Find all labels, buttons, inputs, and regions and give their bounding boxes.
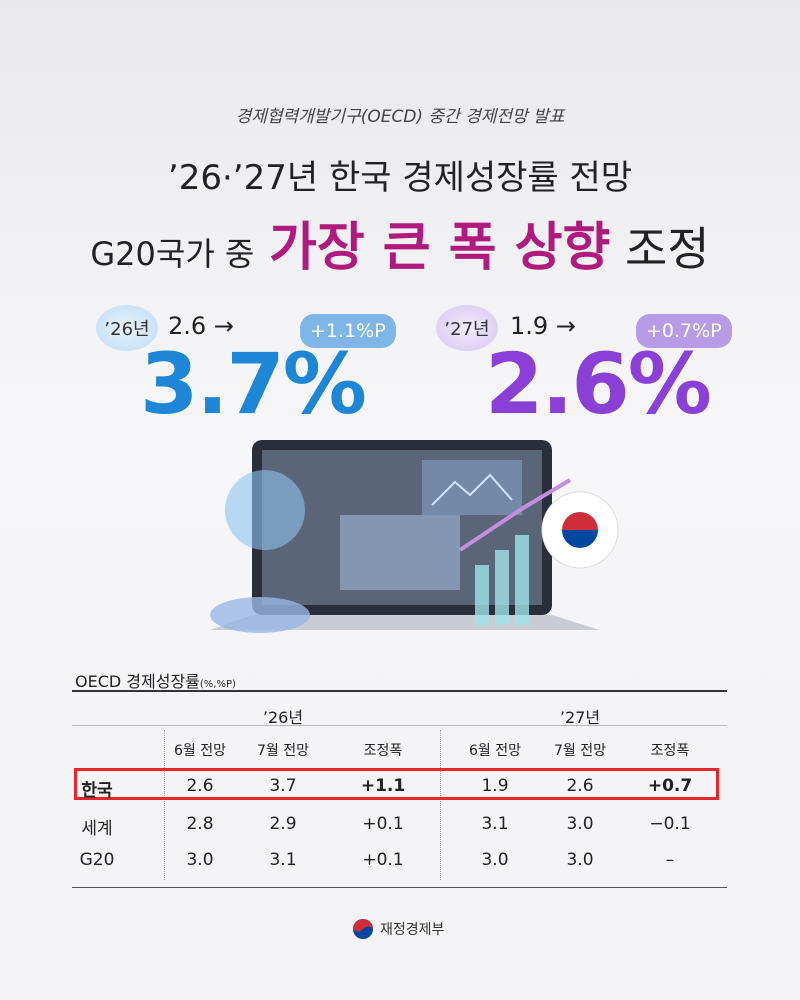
column-header: 조정폭: [363, 743, 403, 759]
table-cell: +1.1: [360, 776, 406, 796]
table-cell: 3.0: [186, 850, 214, 870]
table-cell: 2.6: [186, 776, 214, 796]
column-header: 7월 전망: [257, 743, 309, 759]
table-title: OECD 경제성장률(%,%P): [75, 668, 236, 692]
change-badge: +1.1%P: [300, 314, 396, 348]
logo-text: 재정경제부: [380, 922, 445, 938]
laptop-illustration: [210, 440, 619, 633]
trend-arrow: [458, 478, 572, 552]
footer-logo: 재정경제부: [352, 918, 444, 940]
title-suffix: 조정: [624, 222, 710, 276]
flag-taegeuk: [562, 530, 598, 548]
table-unit: (%,%P): [199, 679, 236, 690]
divider: [72, 725, 727, 726]
screen-panel: [340, 515, 460, 590]
previous-value: 1.9 →: [510, 312, 576, 340]
table-cell: 3.1: [269, 850, 297, 870]
row-label: 세계: [81, 819, 113, 839]
column-divider: [440, 730, 441, 880]
table-cell: 3.0: [566, 814, 594, 834]
bar-deco: [495, 550, 509, 625]
table-cell: 3.0: [566, 850, 594, 870]
title-prefix: G20국가 중: [90, 235, 255, 273]
year-bubble: ’27년: [436, 305, 498, 351]
table-cell: +0.1: [362, 850, 404, 870]
title-line-2: G20국가 중 가장 큰 폭 상향 조정: [0, 205, 800, 280]
table-cell: 3.7: [269, 776, 297, 796]
flag-taegeuk: [562, 512, 598, 530]
pie-chart: [210, 597, 310, 633]
table-cell: 2.8: [186, 814, 214, 834]
screen-panel: [422, 460, 522, 515]
highlight-box: [74, 768, 719, 800]
forecast-value: 3.7%: [140, 335, 367, 433]
table-cell: –: [665, 850, 675, 870]
table-cell: 1.9: [481, 776, 509, 796]
screen-chart: [431, 473, 513, 506]
table-cell: 2.6: [566, 776, 594, 796]
bar-deco: [475, 565, 489, 625]
subtitle: 경제협력개발기구(OECD) 중간 경제전망 발표: [235, 107, 565, 127]
title-line-1: ’26·’27년 한국 경제성장률 전망: [167, 158, 633, 198]
globe: [225, 470, 305, 550]
table-cell: 2.9: [269, 814, 297, 834]
previous-value: 2.6 →: [168, 312, 234, 340]
row-label: 한국: [81, 781, 113, 801]
change-badge: +0.7%P: [636, 314, 732, 348]
year-header: ’27년: [559, 708, 601, 727]
row-label: G20: [79, 850, 115, 870]
column-header: 조정폭: [650, 743, 690, 759]
table-cell: +0.7: [647, 776, 693, 796]
forecast-value: 2.6%: [485, 335, 712, 433]
year-bubble: ’26년: [96, 305, 158, 351]
column-divider: [164, 730, 165, 880]
bar-deco: [515, 535, 529, 625]
column-header: 7월 전망: [554, 743, 606, 759]
title-highlight: 가장 큰 폭 상향: [269, 218, 611, 278]
column-header: 6월 전망: [174, 743, 226, 759]
table-cell: −0.1: [649, 814, 691, 834]
logo-emblem: [353, 919, 373, 939]
table-cell: 3.1: [481, 814, 509, 834]
year-header: ’26년: [262, 708, 304, 727]
table-cell: 3.0: [481, 850, 509, 870]
column-header: 6월 전망: [469, 743, 521, 759]
table-title-text: OECD 경제성장률: [75, 672, 200, 691]
table-cell: +0.1: [362, 814, 404, 834]
